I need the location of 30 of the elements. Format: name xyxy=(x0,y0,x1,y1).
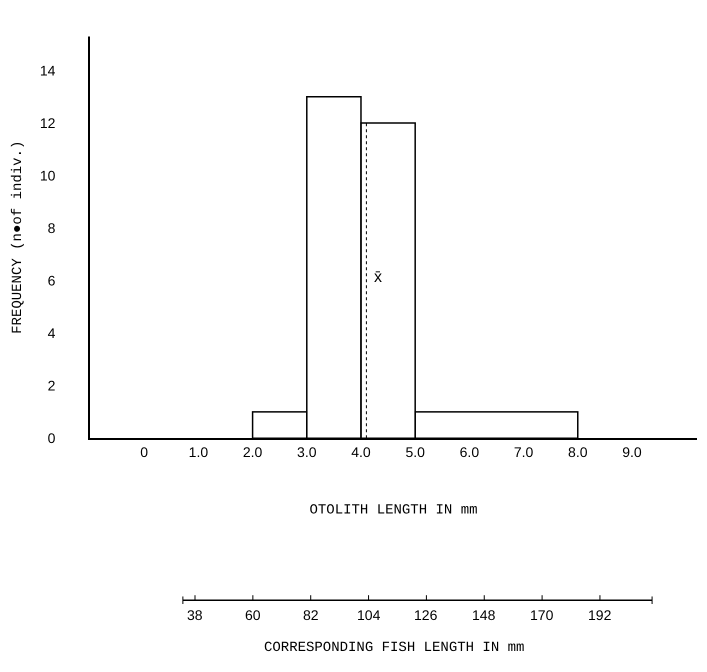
x-tick-label: 8.0 xyxy=(568,444,588,460)
y-tick-label: 6 xyxy=(48,272,56,288)
y-tick-label: 12 xyxy=(40,114,56,131)
x-tick-label: 7.0 xyxy=(514,444,534,460)
text: 126 xyxy=(414,607,438,623)
x-tick-label: 2.0 xyxy=(242,444,263,460)
text: 38 xyxy=(187,607,203,623)
text: 104 xyxy=(357,607,381,623)
x-tick-label: 1.0 xyxy=(188,444,208,460)
text: 148 xyxy=(472,607,496,623)
ref-line-label: x̄ xyxy=(374,269,382,286)
x2-axis-title: CORRESPONDING FISH LENGTH IN mm xyxy=(264,640,524,656)
x-tick-label: 6.0 xyxy=(460,444,480,460)
y-tick-label: 10 xyxy=(40,167,56,184)
y-tick-label: 4 xyxy=(48,325,56,342)
text: 170 xyxy=(530,607,554,623)
text: 82 xyxy=(303,607,319,623)
text: 192 xyxy=(588,607,612,623)
y-tick-label: 0 xyxy=(48,430,56,446)
x-axis-title: OTOLITH LENGTH IN mm xyxy=(309,502,478,519)
x-tick-label: 4.0 xyxy=(351,444,371,460)
text: 60 xyxy=(245,607,261,623)
x-tick-label: 5.0 xyxy=(405,444,426,460)
y-tick-label: 2 xyxy=(48,378,56,394)
x-tick-label: 9.0 xyxy=(622,444,642,460)
y-axis-title: FREQUENCY (n●of indiv.) xyxy=(10,140,26,334)
y-tick-label: 8 xyxy=(48,220,56,236)
x-tick-label: 0 xyxy=(140,444,148,460)
y-tick-label: 14 xyxy=(40,62,56,78)
x-tick-label: 3.0 xyxy=(297,444,317,460)
